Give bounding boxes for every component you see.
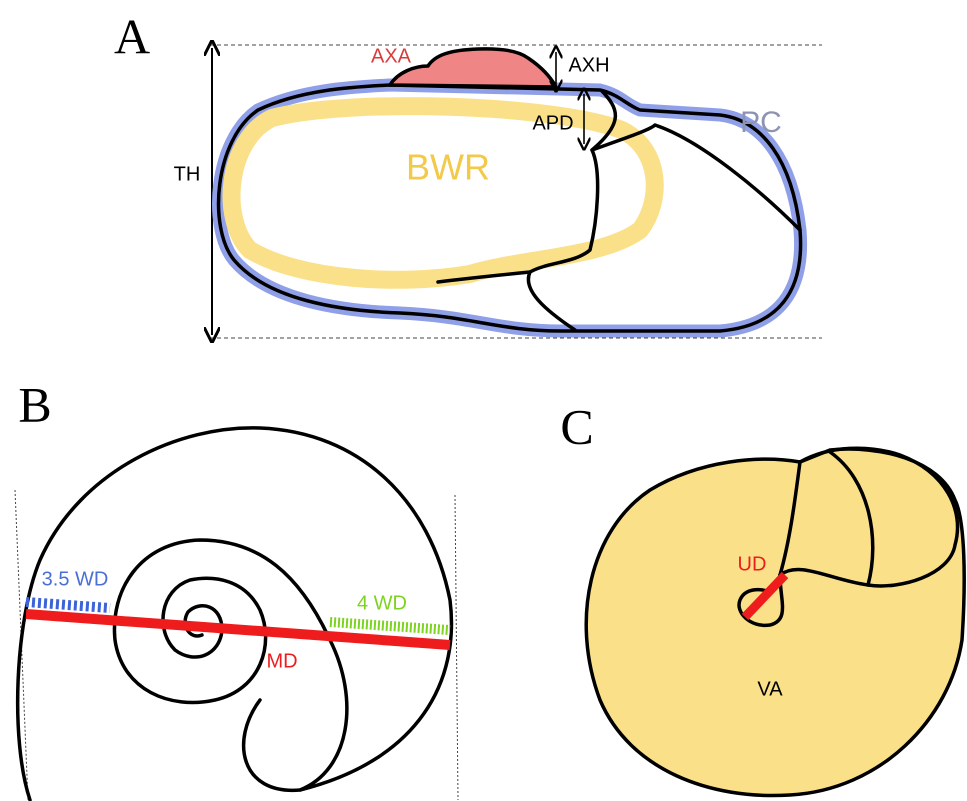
label-md: MD (266, 650, 297, 672)
label-bwr: BWR (406, 147, 490, 188)
wd-outer (330, 622, 450, 630)
label-pc: PC (740, 106, 782, 139)
label-axh: AXH (568, 54, 609, 76)
label-th: TH (174, 163, 201, 185)
label-ud: UD (738, 553, 767, 575)
body-whorl-ring (232, 106, 655, 280)
panel-label: C (560, 398, 593, 454)
panel-label: B (18, 376, 51, 432)
panel-a: A AXA AXH APD PC TH BWR (114, 8, 822, 338)
label-apd: APD (532, 112, 573, 134)
axial-area (390, 49, 556, 87)
label-va: VA (757, 678, 783, 700)
wd-inner (26, 602, 110, 608)
label-wd-outer: 4 WD (357, 592, 407, 614)
spiral (114, 540, 346, 790)
figure: A AXA AXH APD PC TH BWR B 3.5 WD 4 WD MD (0, 0, 967, 801)
periostracum (219, 85, 801, 331)
panel-b: B 3.5 WD 4 WD MD (15, 376, 458, 800)
label-axa: AXA (371, 45, 412, 67)
guide-line (455, 495, 458, 800)
panel-label: A (114, 8, 150, 64)
label-wd-inner: 3.5 WD (42, 568, 109, 590)
panel-c: C UD VA (560, 398, 964, 795)
